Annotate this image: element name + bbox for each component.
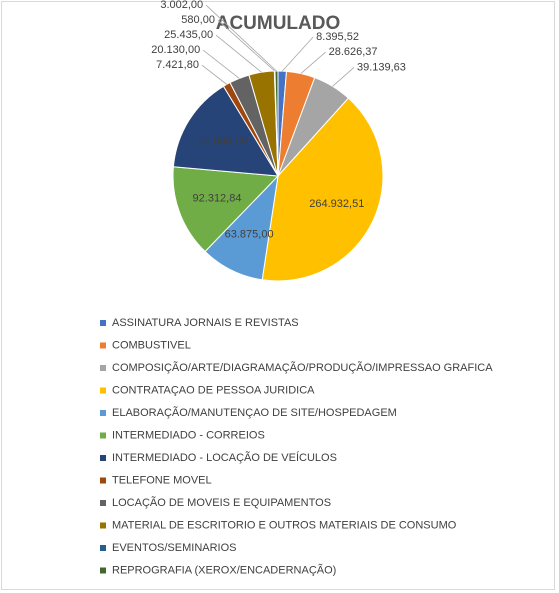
data-label: 25.435,00 [164, 29, 213, 41]
leader-line [215, 34, 262, 73]
legend-swatch [100, 365, 106, 371]
legend-swatch [100, 387, 106, 394]
legend-swatch [100, 320, 106, 326]
leader-line [202, 49, 240, 79]
legend-label: TELEFONE MOVEL [112, 474, 212, 486]
legend-swatch [100, 410, 106, 416]
legend-label: EVENTOS/SEMINARIOS [112, 542, 237, 554]
data-label: 63.875,00 [225, 228, 274, 240]
chart-title: ACUMULADO [216, 13, 341, 34]
legend-swatch [100, 567, 106, 574]
data-label: 3.002,00 [160, 0, 203, 11]
legend-swatch [100, 477, 106, 484]
data-label: 97.000,00 [198, 136, 247, 148]
data-label: 28.626,37 [329, 46, 378, 58]
legend-swatch [100, 342, 106, 349]
legend-label: CONTRATAÇAO DE PESSOA JURIDICA [112, 384, 315, 396]
data-label: 39.139,63 [357, 61, 406, 73]
legend-swatch [100, 545, 106, 551]
legend-swatch [100, 500, 106, 506]
legend-label: ELABORAÇÃO/MANUTENÇAO DE SITE/HOSPEDAGEM [112, 406, 397, 419]
legend-swatch [100, 455, 106, 461]
legend-swatch [100, 522, 106, 529]
leader-line [205, 4, 277, 72]
legend-label: MATERIAL DE ESCRITORIO E OUTROS MATERIAI… [112, 519, 457, 531]
legend-label: LOCAÇÃO DE MOVEIS E EQUIPAMENTOS [112, 496, 331, 509]
data-label: 8.395,52 [316, 31, 359, 43]
leader-line [332, 67, 355, 87]
legend-swatch [100, 432, 106, 439]
legend-label: INTERMEDIADO - CORREIOS [112, 429, 265, 441]
legend-label: COMPOSIÇÃO/ARTE/DIAGRAMAÇÃO/PRODUÇÃO/IMP… [112, 361, 493, 374]
leader-line [281, 36, 314, 72]
legend-label: INTERMEDIADO - LOCAÇÃO DE VEÍCULOS [112, 451, 337, 464]
data-label: 20.130,00 [151, 44, 200, 56]
legend-label: ASSINATURA JORNAIS E REVISTAS [112, 317, 299, 329]
data-label: 264.932,51 [309, 198, 364, 210]
pie-slice [172, 85, 279, 177]
data-label: 7.421,80 [156, 59, 199, 71]
leader-line [217, 19, 275, 72]
data-label: 580,00 [181, 14, 215, 26]
legend-label: COMBUSTIVEL [112, 339, 191, 351]
pie-slice [172, 166, 280, 253]
data-label: 92.312,84 [193, 193, 242, 205]
leader-line [201, 64, 227, 85]
leader-line [300, 51, 326, 74]
legend-label: REPROGRAFIA (XEROX/ENCADERNAÇÃO) [112, 563, 336, 576]
pie-slice [261, 97, 384, 282]
